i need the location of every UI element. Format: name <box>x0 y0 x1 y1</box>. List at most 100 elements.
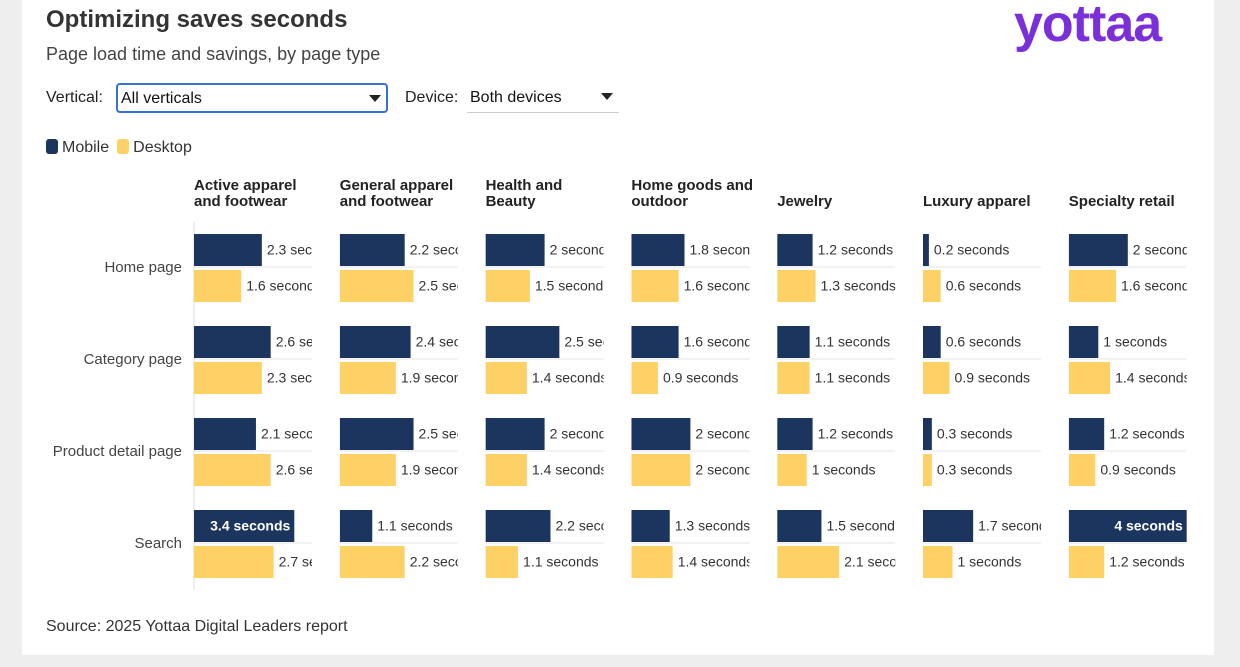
bar <box>1068 418 1105 450</box>
bar <box>1068 326 1099 358</box>
value-label: 1.1 seconds <box>523 554 599 570</box>
value-label: 2 seconds <box>695 426 759 442</box>
bar <box>339 234 405 266</box>
value-label: 2.3 seconds <box>267 370 343 386</box>
facet-panel: 2 seconds 1.6 seconds 1 seconds 1.4 seconds… <box>1068 234 1197 578</box>
value-label: 2.5 seconds <box>419 278 495 294</box>
bar <box>194 362 262 394</box>
bar <box>194 326 271 358</box>
facet-panel: 0.2 seconds 0.6 seconds 0.6 seconds 0.9 sec… <box>923 234 1054 578</box>
bar <box>485 454 527 486</box>
value-label: 2.2 seconds <box>556 518 632 534</box>
bar <box>339 362 396 394</box>
bar <box>631 270 679 302</box>
value-label: 2.4 seconds <box>416 334 492 350</box>
value-label: 1.4 seconds <box>678 554 754 570</box>
bar <box>631 418 691 450</box>
bar <box>485 510 551 542</box>
dropdown-arrow <box>369 95 381 102</box>
legend-label: Desktop <box>133 139 192 156</box>
bar <box>1068 362 1111 394</box>
logo: yottaa <box>1014 0 1162 53</box>
facet-title: Active apparel and footwear <box>194 177 297 210</box>
value-label: 2.7 seconds <box>279 554 355 570</box>
row-label: Search <box>134 535 182 552</box>
value-label: 2 seconds <box>695 462 759 478</box>
bar <box>485 234 545 266</box>
bar <box>1068 510 1187 542</box>
select-value: Both devices <box>470 89 562 106</box>
value-label: 1 seconds <box>958 554 1022 570</box>
value-label: 1.3 seconds <box>821 278 897 294</box>
row-label: Product detail page <box>53 443 182 460</box>
row-label: Category page <box>84 351 182 368</box>
bar <box>777 546 840 578</box>
vertical-select[interactable]: All verticals <box>116 83 388 113</box>
bar <box>777 418 813 450</box>
value-label: 2.2 seconds <box>410 242 486 258</box>
chart-title: Optimizing saves seconds <box>46 6 348 33</box>
bar <box>777 454 807 486</box>
value-label: 2 seconds <box>1133 242 1197 258</box>
bar <box>777 362 810 394</box>
bar <box>631 546 673 578</box>
value-label: 1.3 seconds <box>675 518 751 534</box>
bar <box>339 326 411 358</box>
value-label: 1.2 seconds <box>1109 426 1185 442</box>
bar <box>923 546 953 578</box>
bar <box>485 270 530 302</box>
value-label: 0.9 seconds <box>663 370 739 386</box>
value-label: 0.6 seconds <box>946 334 1022 350</box>
value-label: 1.2 seconds <box>818 426 894 442</box>
bar <box>777 270 816 302</box>
facet-title: Luxury apparel <box>923 193 1031 210</box>
bar <box>485 326 560 358</box>
legend-swatch <box>46 139 58 154</box>
bar <box>194 510 295 542</box>
bar <box>194 546 274 578</box>
row-label: Home page <box>104 259 182 276</box>
bar <box>194 234 262 266</box>
device-select[interactable]: Both devices <box>467 83 619 113</box>
facet-title: Health and Beauty <box>485 177 563 210</box>
value-label: 1.6 seconds <box>684 278 760 294</box>
bar <box>923 454 932 486</box>
bar <box>194 418 256 450</box>
bar <box>485 546 519 578</box>
value-label: 1.5 seconds <box>826 518 902 534</box>
value-label: 1.1 seconds <box>815 370 891 386</box>
legend-swatch <box>117 139 130 154</box>
bar <box>339 418 414 450</box>
value-label: 3.4 seconds <box>210 518 290 534</box>
value-label: 2 seconds <box>550 242 614 258</box>
bar <box>631 510 670 542</box>
facet-title: Jewelry <box>777 193 833 210</box>
value-label: 1.2 seconds <box>1109 554 1185 570</box>
value-label: 1.6 seconds <box>246 278 322 294</box>
value-label: 1.7 seconds <box>978 518 1054 534</box>
facet-panel: 2.2 seconds 2.5 seconds 2.4 seconds 1.9 sec… <box>339 234 495 578</box>
value-label: 1.4 seconds <box>532 462 608 478</box>
facet-title: Specialty retail <box>1068 193 1175 210</box>
value-label: 0.6 seconds <box>946 278 1022 294</box>
bar <box>1068 234 1128 266</box>
value-label: 0.9 seconds <box>1100 462 1176 478</box>
bar <box>339 510 373 542</box>
legend-label: Mobile <box>62 139 110 156</box>
value-label: 0.3 seconds <box>937 426 1013 442</box>
control-label: Vertical: <box>46 89 103 106</box>
bar <box>631 362 658 394</box>
value-label: 1.2 seconds <box>818 242 894 258</box>
value-label: 1.4 seconds <box>532 370 608 386</box>
bar <box>777 510 822 542</box>
control-label: Device: <box>405 89 459 106</box>
bar <box>194 270 242 302</box>
bar <box>339 546 405 578</box>
facet-title: Home goods and outdoor <box>631 177 754 210</box>
value-label: 2.2 seconds <box>410 554 486 570</box>
value-label: 0.3 seconds <box>937 462 1013 478</box>
bar <box>923 362 950 394</box>
value-label: 2.5 seconds <box>564 334 640 350</box>
